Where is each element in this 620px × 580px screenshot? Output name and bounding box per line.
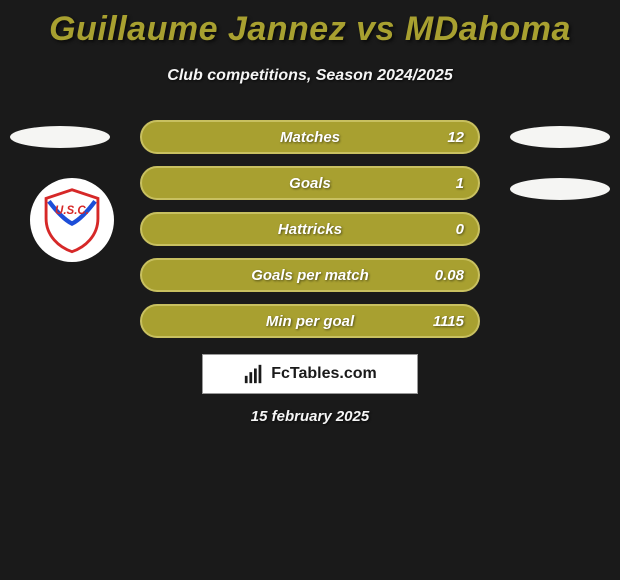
stat-row-goals-per-match: Goals per match 0.08 <box>140 258 480 292</box>
branding-text: FcTables.com <box>271 365 377 383</box>
club-badge-icon: U.S.C. <box>36 184 108 256</box>
placeholder-ellipse-right-2 <box>510 178 610 200</box>
stat-row-goals: Goals 1 <box>140 166 480 200</box>
stat-row-matches: Matches 12 <box>140 120 480 154</box>
branding-badge: FcTables.com <box>202 354 418 394</box>
chart-icon <box>243 363 265 385</box>
stat-value: 12 <box>447 129 464 146</box>
page-title: Guillaume Jannez vs MDahoma <box>0 0 620 49</box>
club-badge: U.S.C. <box>30 178 114 262</box>
stat-label: Hattricks <box>278 221 342 238</box>
placeholder-ellipse-left <box>10 126 110 148</box>
placeholder-ellipse-right-1 <box>510 126 610 148</box>
stat-value: 0.08 <box>435 267 464 284</box>
stat-label: Goals <box>289 175 331 192</box>
stat-label: Matches <box>280 129 340 146</box>
stat-label: Min per goal <box>266 313 354 330</box>
date-label: 15 february 2025 <box>0 408 620 425</box>
stat-value: 1 <box>456 175 464 192</box>
stats-list: Matches 12 Goals 1 Hattricks 0 Goals per… <box>140 120 480 350</box>
subtitle: Club competitions, Season 2024/2025 <box>0 67 620 85</box>
stat-label: Goals per match <box>251 267 369 284</box>
stat-row-hattricks: Hattricks 0 <box>140 212 480 246</box>
stat-row-min-per-goal: Min per goal 1115 <box>140 304 480 338</box>
stat-value: 0 <box>456 221 464 238</box>
svg-text:U.S.C.: U.S.C. <box>55 205 89 217</box>
stat-value: 1115 <box>433 313 464 330</box>
